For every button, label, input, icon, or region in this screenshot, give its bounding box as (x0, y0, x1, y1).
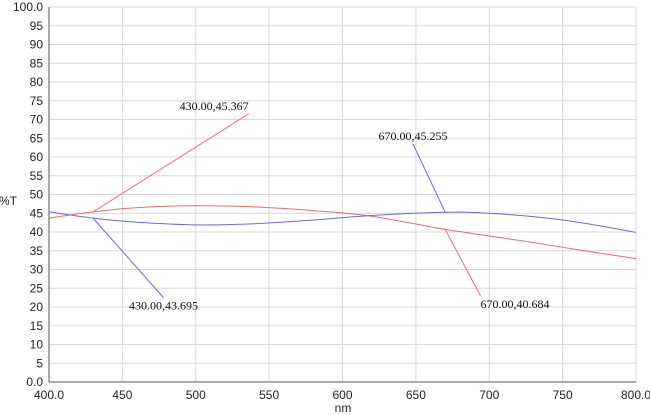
y-tick-label: 45 (30, 206, 44, 220)
chart-grid (48, 6, 637, 383)
x-tick-label: 550 (259, 388, 279, 402)
annotation-label-3: 670.00,45.255 (378, 129, 447, 143)
series-line-2 (48, 211, 637, 233)
x-axis-ticks: 400.0 450 500 550 600 650 700 750 800.0 (34, 388, 650, 402)
x-tick-label: 800.0 (621, 388, 650, 402)
y-tick-label: 0.0 (26, 375, 43, 389)
y-tick-label: 35 (30, 244, 44, 258)
annotation-leader-2 (92, 217, 164, 298)
y-tick-label: 30 (30, 263, 44, 277)
series-group (48, 205, 637, 260)
y-tick-label: 15 (30, 319, 44, 333)
y-tick-label: 5 (36, 356, 43, 370)
y-tick-label: 10 (30, 338, 44, 352)
y-tick-label: 80 (30, 75, 44, 89)
series-line-1 (48, 205, 637, 260)
y-tick-label: 60 (30, 150, 44, 164)
y-tick-label: 85 (30, 56, 44, 70)
x-tick-label: 450 (112, 388, 132, 402)
annotation-leader-4 (444, 229, 481, 296)
y-tick-label: 25 (30, 281, 44, 295)
annotation-label-4: 670.00,40.684 (480, 297, 549, 311)
x-tick-label: 500 (186, 388, 206, 402)
annotations-group: 430.00,45.367 430.00,43.695 670.00,45.255 6… (92, 99, 549, 313)
y-tick-label: 75 (30, 94, 44, 108)
y-tick-label: 50 (30, 188, 44, 202)
y-tick-label: 55 (30, 169, 44, 183)
annotation-leader-3 (412, 143, 446, 213)
x-tick-label: 700 (479, 388, 499, 402)
x-axis-title: nm (335, 401, 352, 415)
x-tick-label: 650 (406, 388, 426, 402)
y-tick-label: 90 (30, 38, 44, 52)
y-tick-label: 65 (30, 131, 44, 145)
y-tick-label: 100.0 (13, 0, 43, 14)
x-tick-label: 400.0 (34, 388, 64, 402)
annotation-label-1: 430.00,45.367 (180, 99, 249, 113)
x-tick-label: 750 (553, 388, 573, 402)
y-tick-label: 70 (30, 113, 44, 127)
annotation-label-2: 430.00,43.695 (129, 299, 198, 313)
y-tick-label: 20 (30, 300, 44, 314)
y-axis-ticks: 0.0 5 10 15 20 25 30 35 40 45 50 55 60 65 70 75 80 85 90 95… (13, 0, 43, 389)
y-axis-title: %T (0, 194, 18, 208)
y-tick-label: 40 (30, 225, 44, 239)
y-tick-label: 95 (30, 19, 44, 33)
x-tick-label: 600 (332, 388, 352, 402)
plot-frame (48, 7, 636, 383)
annotation-leader-1 (92, 113, 249, 213)
